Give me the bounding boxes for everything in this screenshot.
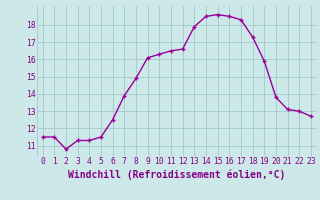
X-axis label: Windchill (Refroidissement éolien,°C): Windchill (Refroidissement éolien,°C) [68,169,285,180]
